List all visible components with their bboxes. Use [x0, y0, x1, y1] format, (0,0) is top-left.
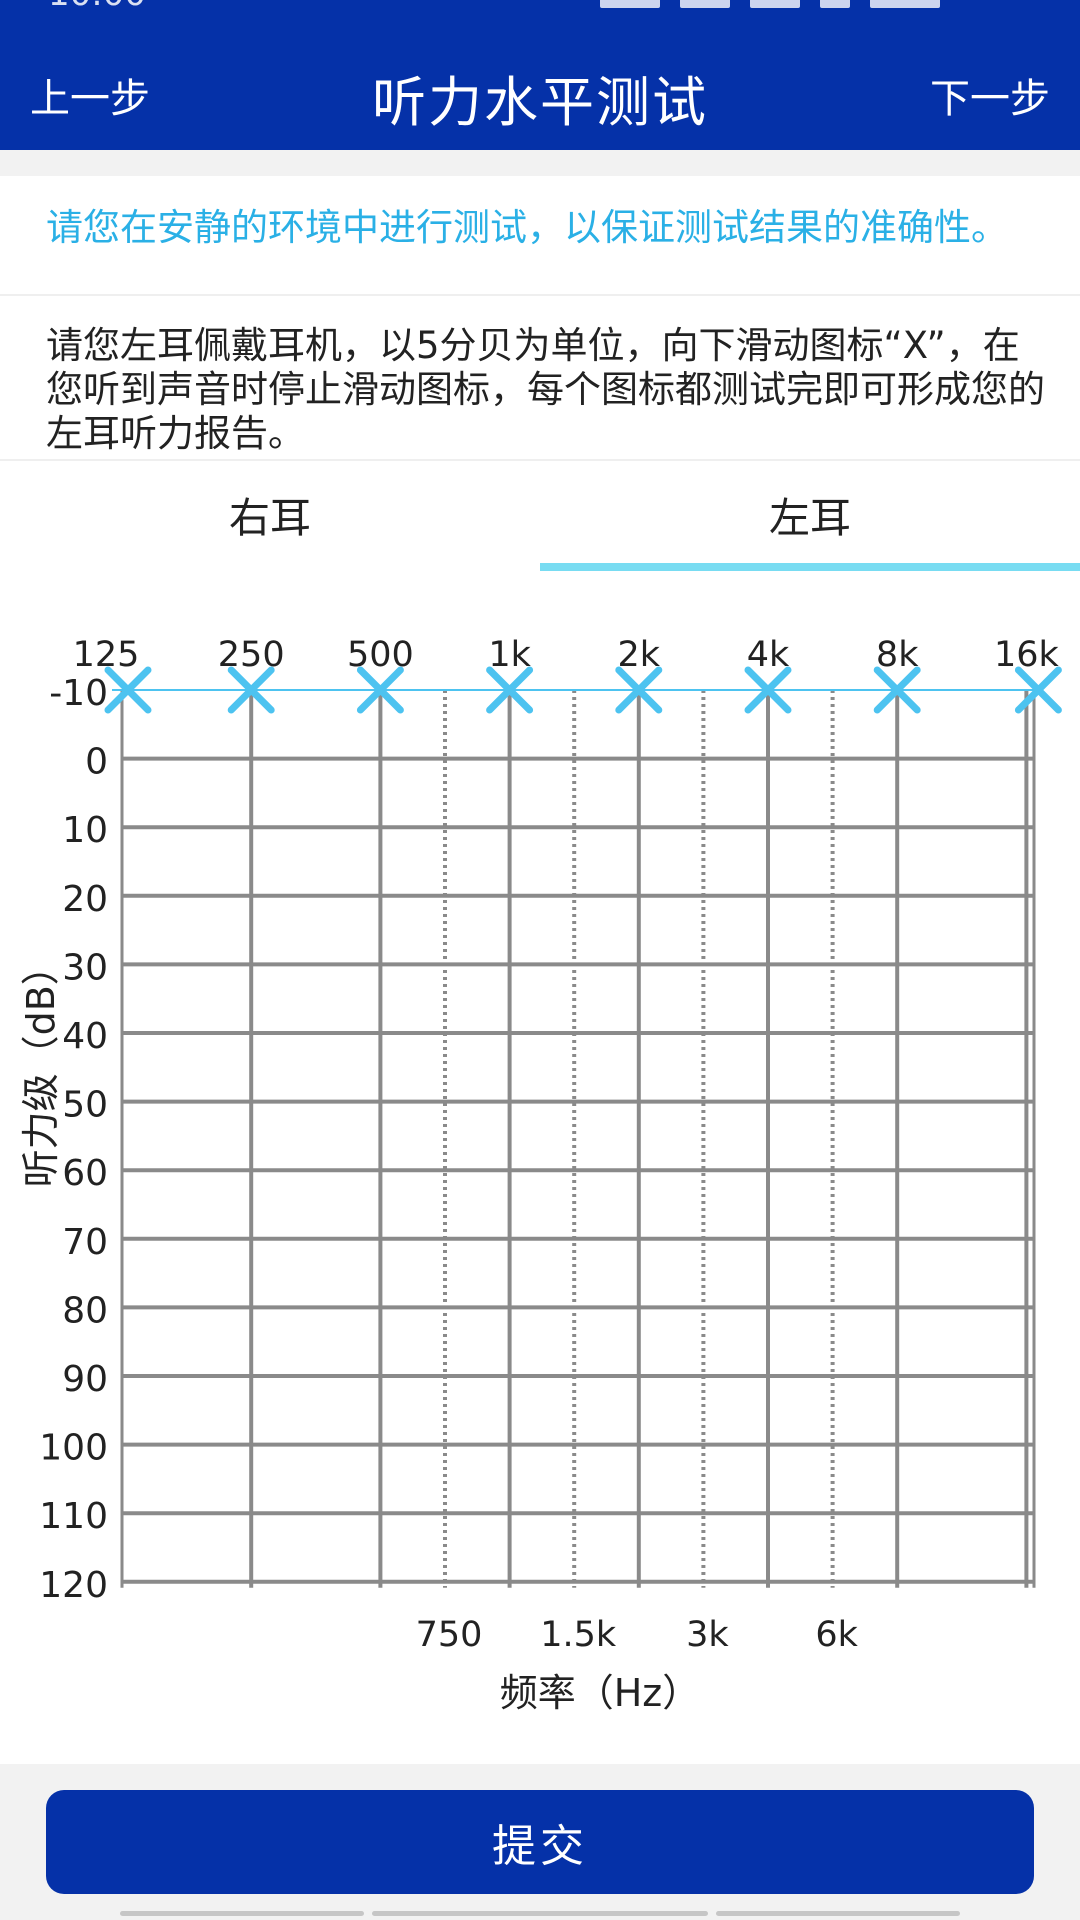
y-tick-label: 120 — [39, 1565, 108, 1606]
x-mark-stroke — [873, 666, 921, 714]
x-mark-stroke — [104, 666, 152, 714]
y-tick-label: 0 — [85, 742, 108, 783]
signal-icon — [600, 0, 660, 8]
bottom-indicator — [120, 1911, 364, 1916]
back-button[interactable]: 上一步 — [30, 76, 150, 122]
y-tick-label: 110 — [39, 1496, 108, 1537]
threshold-marker[interactable] — [486, 666, 534, 714]
x-top-tick-label: 16k — [994, 635, 1060, 675]
x-mark-stroke — [744, 666, 792, 714]
signal-strength-icon — [750, 0, 800, 8]
battery-icon — [870, 0, 940, 8]
y-tick-label: 30 — [62, 947, 108, 988]
x-bottom-tick-label: 1.5k — [540, 1615, 617, 1655]
submit-button[interactable]: 提交 — [46, 1790, 1034, 1894]
y-tick-label: 60 — [62, 1153, 108, 1194]
threshold-marker[interactable] — [873, 666, 921, 714]
app-header: 10:00 上一步 听力水平测试 下一步 — [0, 0, 1080, 150]
tab-left-ear[interactable]: 左耳 — [769, 494, 851, 542]
x-top-tick-label: 250 — [218, 635, 285, 675]
next-button[interactable]: 下一步 — [930, 76, 1050, 122]
x-bottom-tick-label: 750 — [416, 1615, 483, 1655]
status-bar: 10:00 — [0, 0, 1080, 12]
test-instruction: 请您左耳佩戴耳机，以5分贝为单位，向下滑动图标“X”，在您听到声音时停止滑动图标… — [46, 324, 1045, 455]
x-top-tick-label: 4k — [747, 635, 790, 675]
x-bottom-tick-label: 6k — [815, 1615, 858, 1655]
bottom-indicator — [372, 1911, 708, 1916]
y-tick-label: 20 — [62, 879, 108, 920]
content-card: 请您在安静的环境中进行测试，以保证测试结果的准确性。 请您左耳佩戴耳机，以5分贝… — [0, 176, 1080, 1764]
page-title: 听力水平测试 — [372, 71, 708, 134]
threshold-marker[interactable] — [744, 666, 792, 714]
y-tick-label: 90 — [62, 1359, 108, 1400]
threshold-marker[interactable] — [356, 666, 404, 714]
x-mark-stroke — [615, 666, 663, 714]
bottom-indicator — [716, 1911, 960, 1916]
x-axis-title: 频率（Hz） — [500, 1671, 701, 1715]
status-icons — [600, 0, 960, 8]
x-mark-stroke — [356, 666, 404, 714]
divider — [0, 294, 1080, 296]
x-top-tick-label: 8k — [876, 635, 919, 675]
x-top-tick-label: 2k — [618, 635, 661, 675]
y-tick-label: 50 — [62, 1085, 108, 1126]
y-tick-label: 70 — [62, 1222, 108, 1263]
x-top-tick-label: 1k — [488, 635, 531, 675]
x-mark-stroke — [486, 666, 534, 714]
y-tick-label: -10 — [49, 673, 108, 714]
threshold-marker[interactable] — [1014, 666, 1062, 714]
threshold-marker[interactable] — [227, 666, 275, 714]
tab-right-ear[interactable]: 右耳 — [229, 494, 311, 542]
x-bottom-tick-label: 3k — [686, 1615, 729, 1655]
y-tick-label: 80 — [62, 1290, 108, 1331]
y-tick-label: 40 — [62, 1016, 108, 1057]
active-tab-indicator — [540, 563, 1080, 571]
y-tick-label: 100 — [39, 1428, 108, 1469]
quiet-environment-notice: 请您在安静的环境中进行测试，以保证测试结果的准确性。 — [46, 206, 1008, 249]
y-axis-title: 听力级（dB） — [19, 947, 63, 1187]
x-top-tick-label: 500 — [347, 635, 414, 675]
wifi-icon — [820, 0, 850, 8]
y-tick-label: 10 — [62, 810, 108, 851]
signal-strength-icon — [680, 0, 730, 8]
status-time: 10:00 — [48, 0, 146, 12]
x-mark-stroke — [227, 666, 275, 714]
threshold-marker[interactable] — [104, 666, 152, 714]
divider — [0, 459, 1080, 461]
threshold-marker[interactable] — [615, 666, 663, 714]
x-mark-stroke — [1014, 666, 1062, 714]
